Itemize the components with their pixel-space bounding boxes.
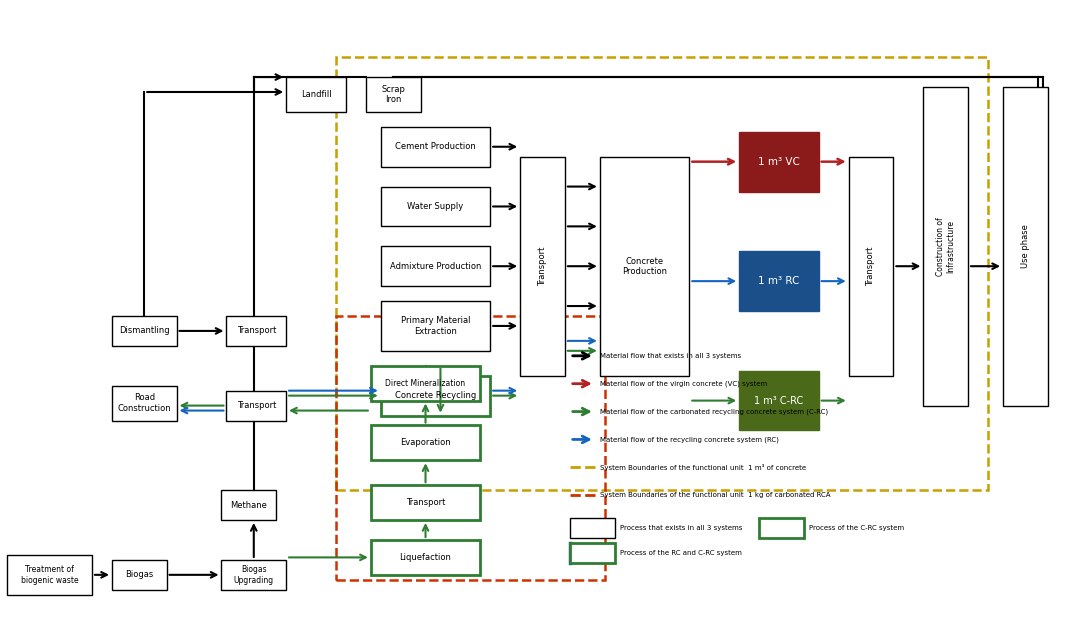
Text: Road
Construction: Road Construction — [117, 393, 171, 413]
FancyBboxPatch shape — [371, 426, 480, 460]
FancyBboxPatch shape — [380, 127, 490, 167]
Text: Use phase: Use phase — [1021, 224, 1030, 268]
FancyBboxPatch shape — [849, 156, 893, 376]
FancyBboxPatch shape — [739, 251, 818, 311]
FancyBboxPatch shape — [599, 156, 689, 376]
FancyBboxPatch shape — [365, 77, 421, 112]
FancyBboxPatch shape — [739, 132, 818, 192]
FancyBboxPatch shape — [371, 540, 480, 575]
Text: Concrete
Production: Concrete Production — [622, 257, 667, 276]
Text: Material flow of the carbonated recycling concrete system (C-RC): Material flow of the carbonated recyclin… — [599, 408, 828, 415]
Text: Material flow of the recycling concrete system (RC): Material flow of the recycling concrete … — [599, 436, 778, 443]
FancyBboxPatch shape — [286, 77, 346, 112]
Text: 1 m³ RC: 1 m³ RC — [758, 276, 800, 286]
Text: 1 m³ C-RC: 1 m³ C-RC — [754, 396, 803, 406]
Text: Landfill: Landfill — [300, 90, 332, 99]
Text: Liquefaction: Liquefaction — [400, 553, 451, 562]
Text: Methane: Methane — [231, 501, 268, 510]
Text: Process of the C-RC system: Process of the C-RC system — [809, 525, 904, 531]
Text: System Boundaries of the functional unit  1 m³ of concrete: System Boundaries of the functional unit… — [599, 464, 805, 471]
Text: Transport: Transport — [236, 401, 276, 410]
FancyBboxPatch shape — [227, 391, 286, 421]
FancyBboxPatch shape — [924, 87, 968, 406]
FancyBboxPatch shape — [8, 555, 92, 595]
FancyBboxPatch shape — [570, 543, 615, 563]
FancyBboxPatch shape — [112, 316, 177, 346]
FancyBboxPatch shape — [520, 156, 565, 376]
FancyBboxPatch shape — [759, 518, 804, 538]
Text: Scrap
Iron: Scrap Iron — [382, 85, 405, 104]
FancyBboxPatch shape — [380, 376, 490, 416]
FancyBboxPatch shape — [221, 560, 286, 590]
Text: Transport: Transport — [538, 247, 547, 286]
FancyBboxPatch shape — [739, 371, 818, 431]
Text: 1 m³ VC: 1 m³ VC — [758, 156, 800, 167]
FancyBboxPatch shape — [371, 485, 480, 520]
Text: Concrete Recycling: Concrete Recycling — [395, 391, 476, 400]
Text: Admixture Production: Admixture Production — [390, 262, 481, 270]
FancyBboxPatch shape — [112, 386, 177, 421]
Text: Material flow that exists in all 3 systems: Material flow that exists in all 3 syste… — [599, 353, 740, 359]
Text: Direct Mineralization: Direct Mineralization — [386, 379, 466, 387]
Text: Biogas
Upgrading: Biogas Upgrading — [234, 565, 274, 585]
FancyBboxPatch shape — [570, 518, 615, 538]
FancyBboxPatch shape — [112, 560, 167, 590]
FancyBboxPatch shape — [380, 187, 490, 227]
Text: Cement Production: Cement Production — [395, 142, 476, 151]
Text: Evaporation: Evaporation — [400, 438, 451, 448]
Text: Transport: Transport — [866, 247, 876, 286]
FancyBboxPatch shape — [371, 366, 480, 401]
Text: System Boundaries of the functional unit  1 kg of carbonated RCA: System Boundaries of the functional unit… — [599, 492, 830, 498]
Text: Water Supply: Water Supply — [408, 202, 464, 211]
Text: Transport: Transport — [236, 326, 276, 336]
Text: Treatment of
biogenic waste: Treatment of biogenic waste — [21, 565, 78, 585]
Text: Construction of
Infrastructure: Construction of Infrastructure — [935, 217, 955, 275]
FancyBboxPatch shape — [380, 246, 490, 286]
Text: Primary Material
Extraction: Primary Material Extraction — [401, 316, 470, 336]
FancyBboxPatch shape — [221, 490, 276, 520]
FancyBboxPatch shape — [227, 316, 286, 346]
FancyBboxPatch shape — [380, 301, 490, 351]
Text: Transport: Transport — [405, 498, 446, 507]
Text: Biogas: Biogas — [125, 570, 154, 579]
Text: Dismantling: Dismantling — [119, 326, 169, 336]
Text: Process that exists in all 3 systems: Process that exists in all 3 systems — [620, 525, 743, 531]
FancyBboxPatch shape — [1003, 87, 1048, 406]
Text: Process of the RC and C-RC system: Process of the RC and C-RC system — [620, 550, 741, 556]
Text: Material flow of the virgin concrete (VC) system: Material flow of the virgin concrete (VC… — [599, 381, 767, 387]
